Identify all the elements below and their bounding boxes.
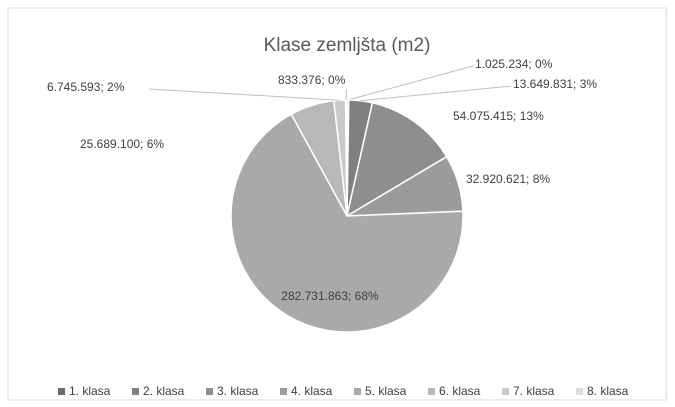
legend-swatch	[206, 388, 213, 395]
legend-swatch	[280, 388, 287, 395]
legend-label: 4. klasa	[291, 384, 333, 398]
legend-swatch	[58, 388, 65, 395]
legend-swatch	[428, 388, 435, 395]
legend-swatch	[354, 388, 361, 395]
leader-line	[148, 88, 340, 101]
data-label: 6.745.593; 2%	[47, 80, 125, 94]
data-label: 13.649.831; 3%	[513, 77, 597, 91]
legend-label: 1. klasa	[69, 384, 111, 398]
legend-label: 3. klasa	[217, 384, 259, 398]
legend-swatch	[132, 388, 139, 395]
legend-label: 7. klasa	[513, 384, 555, 398]
data-label: 25.689.100; 6%	[80, 137, 164, 151]
pie-slice	[230, 113, 464, 333]
pie-slice	[345, 101, 448, 218]
legend-label: 5. klasa	[365, 384, 407, 398]
legend-label: 8. klasa	[587, 384, 629, 398]
data-label: 54.075.415; 13%	[453, 109, 544, 123]
data-label: 833.376; 0%	[278, 73, 346, 87]
legend-label: 6. klasa	[439, 384, 481, 398]
legend-label: 2. klasa	[143, 384, 185, 398]
legend-swatch	[576, 388, 583, 395]
leader-line	[360, 85, 512, 102]
legend-swatch	[502, 388, 509, 395]
data-label: 32.920.621; 8%	[466, 172, 550, 186]
chart-title: Klase zemljšta (m2)	[264, 35, 431, 56]
data-label: 282.731.863; 68%	[281, 289, 379, 303]
data-label: 1.025.234; 0%	[475, 57, 553, 71]
leader-line	[347, 65, 474, 101]
